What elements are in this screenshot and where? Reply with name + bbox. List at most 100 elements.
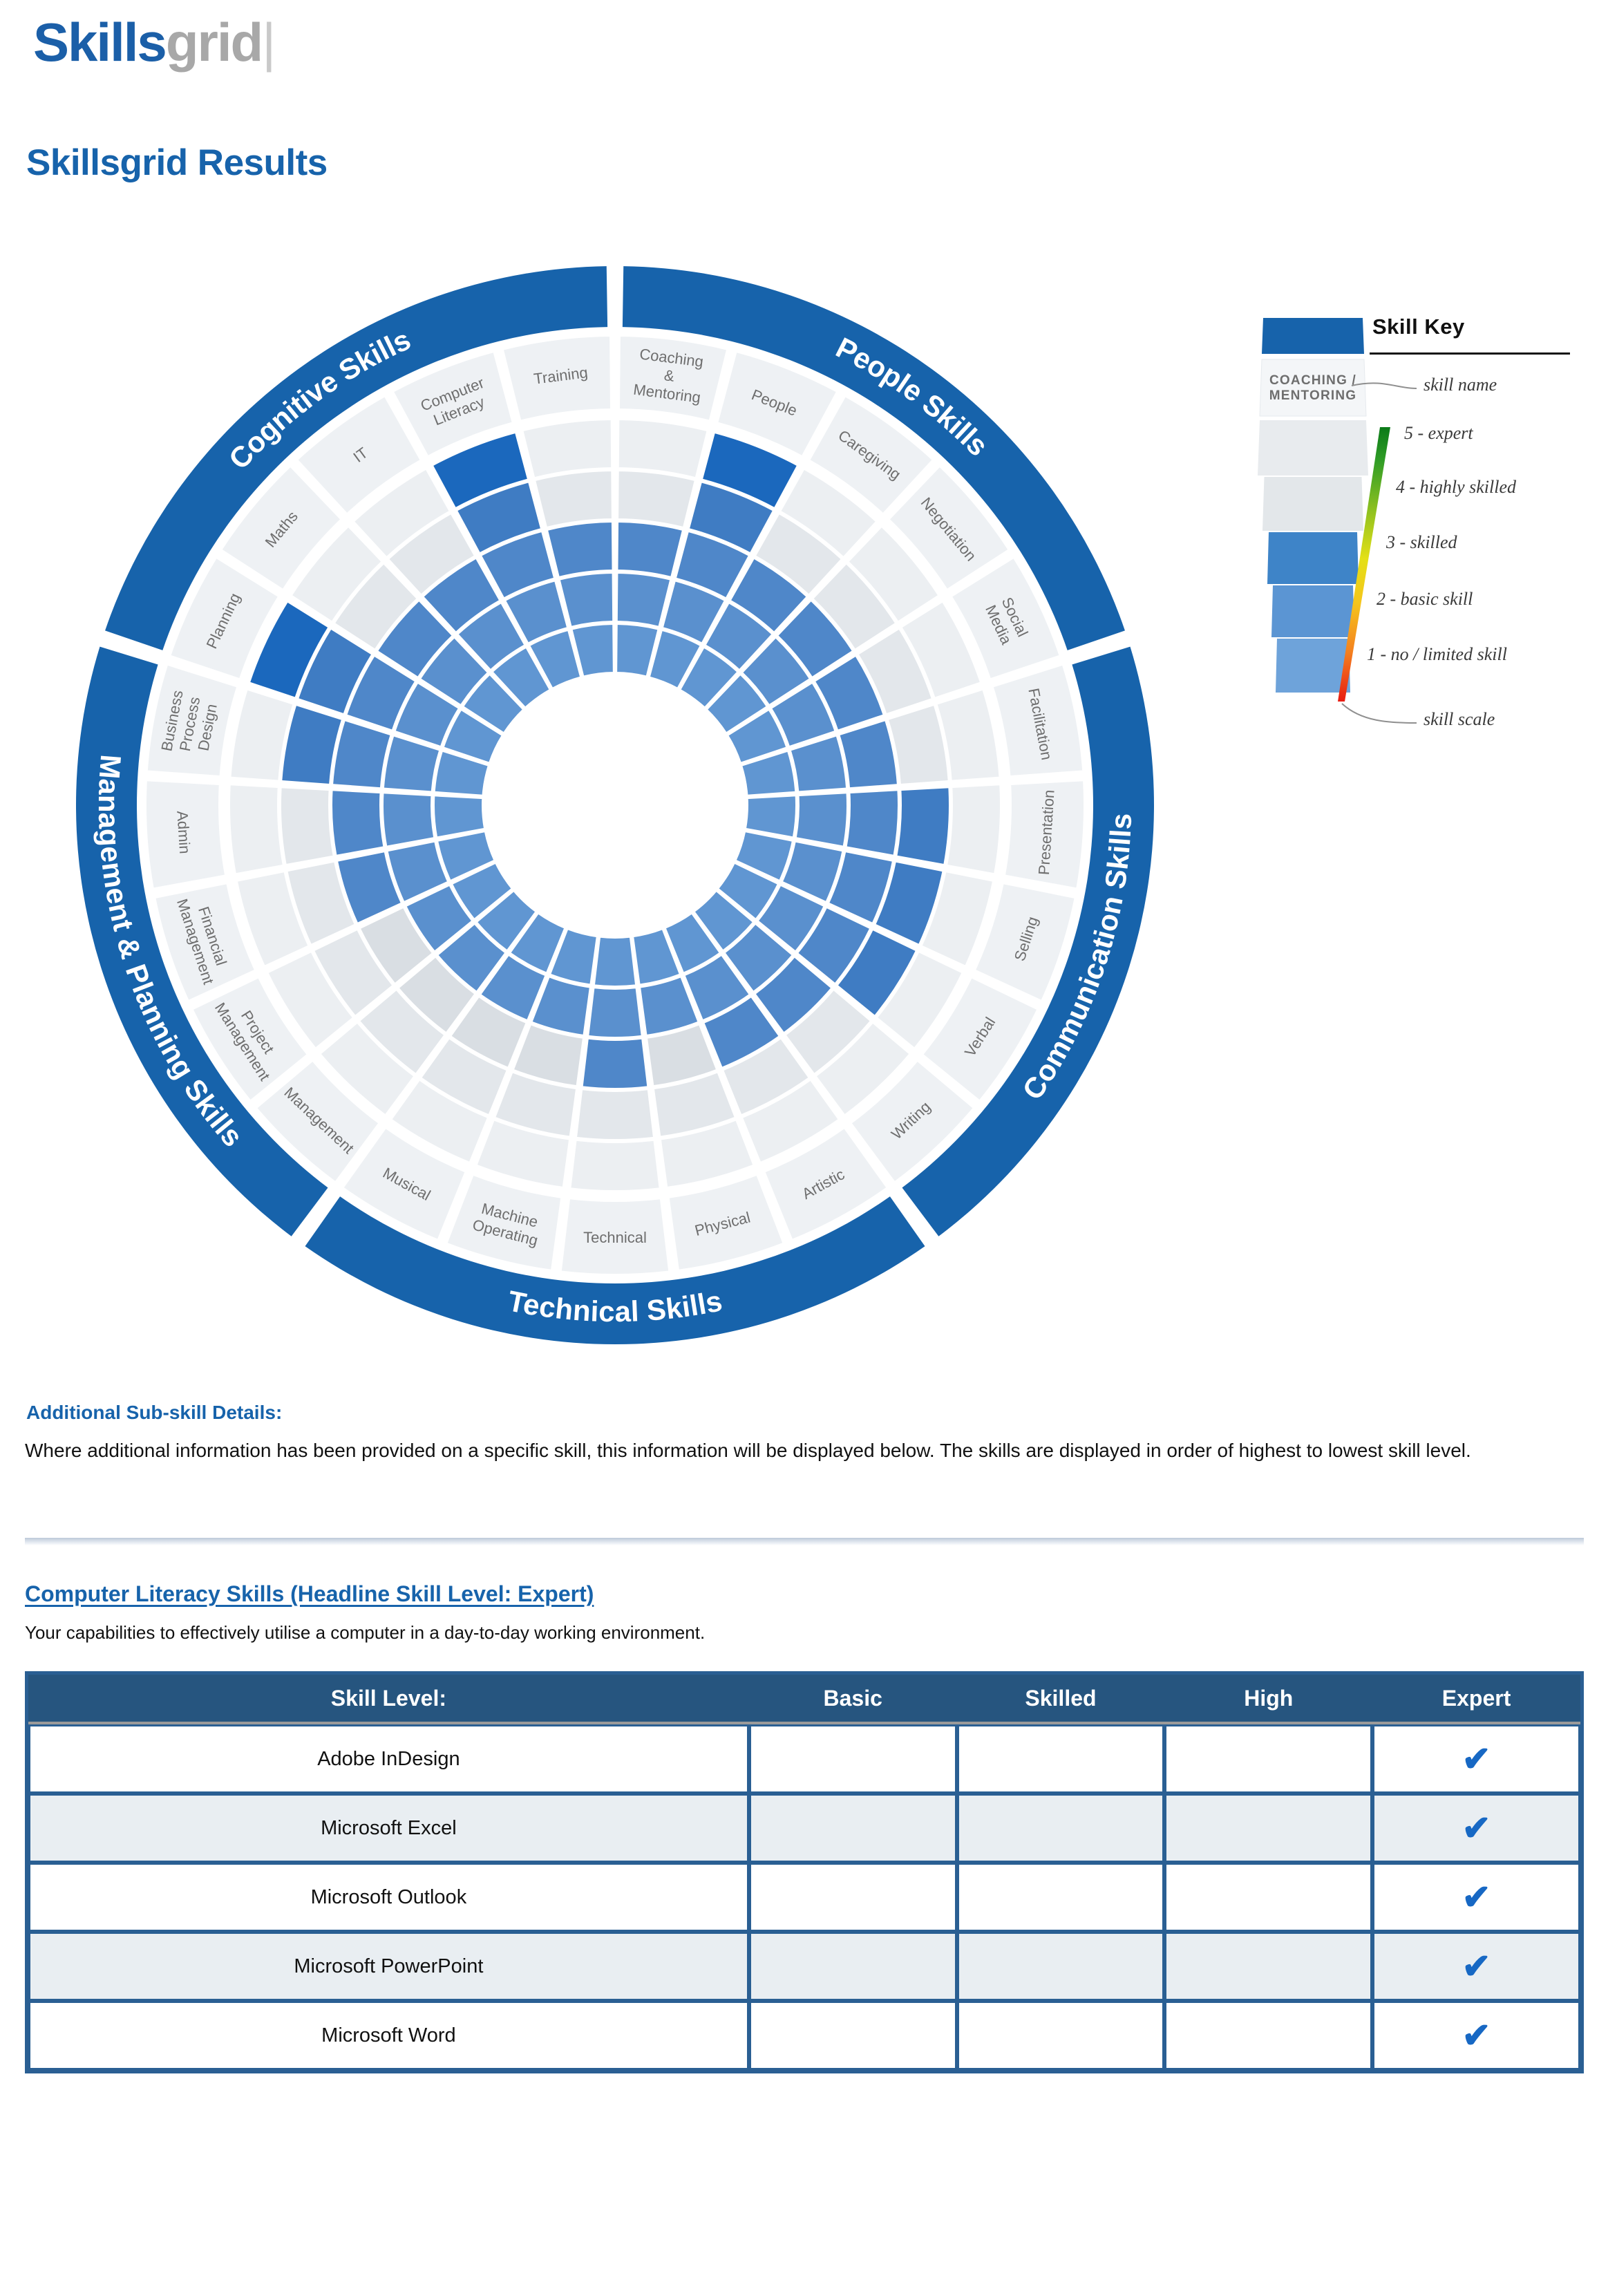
segment-coaching-mentoring-ring-2[interactable] [615, 571, 672, 629]
segment-machine-operating-ring-1[interactable] [548, 927, 599, 986]
segment-computer-literacy-label-tile[interactable] [390, 349, 515, 460]
segment-artistic-ring-2[interactable] [682, 953, 752, 1022]
segment-caregiving-ring-5[interactable] [778, 467, 878, 559]
segment-social-media-ring-5[interactable] [899, 599, 983, 700]
segment-training-ring-5[interactable] [521, 418, 614, 480]
segment-admin-ring-4[interactable] [279, 786, 335, 867]
table-cell-high[interactable] [1164, 1863, 1373, 1932]
segment-presentation-label-tile[interactable] [1002, 778, 1086, 891]
segment-physical-ring-1[interactable] [631, 927, 682, 986]
segment-presentation-ring-5[interactable] [945, 783, 1002, 876]
segment-coaching-mentoring-ring-4[interactable] [616, 469, 697, 529]
segment-verbal-ring-3[interactable] [795, 905, 872, 986]
segment-musical-ring-4[interactable] [419, 1036, 509, 1117]
segment-business-process-design-ring-2[interactable] [381, 733, 442, 793]
segment-artistic-ring-4[interactable] [721, 1036, 811, 1117]
table-cell-basic[interactable] [748, 1794, 957, 1863]
segment-computer-literacy-ring-1[interactable] [527, 628, 583, 690]
segment-facilitation-ring-5[interactable] [935, 688, 1001, 782]
segment-artistic-ring-1[interactable] [663, 911, 722, 975]
segment-physical-ring-3[interactable] [645, 1022, 719, 1088]
segment-facilitation-ring-1[interactable] [739, 749, 797, 797]
segment-musical-ring-2[interactable] [478, 953, 548, 1022]
table-cell-high[interactable] [1164, 1794, 1373, 1863]
segment-negotiation-ring-4[interactable] [811, 561, 898, 652]
segment-computer-literacy-ring-3[interactable] [479, 529, 556, 601]
segment-maths-ring-5[interactable] [289, 525, 384, 624]
segment-writing-label-tile[interactable] [848, 1057, 976, 1185]
segment-people-ring-2[interactable] [661, 578, 727, 646]
segment-writing-ring-2[interactable] [722, 921, 795, 994]
segment-caregiving-ring-3[interactable] [728, 556, 809, 634]
segment-musical-ring-3[interactable] [448, 995, 529, 1070]
segment-selling-ring-4[interactable] [873, 860, 945, 947]
segment-writing-ring-5[interactable] [813, 1020, 912, 1118]
segment-management-label-tile[interactable] [254, 1057, 382, 1185]
segment-computer-literacy-ring-2[interactable] [503, 578, 569, 646]
segment-training-ring-1[interactable] [570, 622, 615, 678]
segment-presentation-ring-2[interactable] [794, 791, 849, 848]
segment-financial-management-ring-2[interactable] [386, 840, 450, 904]
segment-coaching-mentoring-ring-1[interactable] [615, 622, 660, 678]
segment-machine-operating-ring-2[interactable] [529, 975, 592, 1037]
segment-admin-ring-1[interactable] [433, 794, 486, 839]
segment-project-management-ring-2[interactable] [404, 883, 475, 954]
table-cell-skilled[interactable] [956, 1724, 1165, 1794]
group-band-cognitive-skills[interactable] [105, 266, 608, 650]
segment-people-ring-3[interactable] [674, 529, 751, 601]
segment-admin-ring-3[interactable] [330, 789, 386, 858]
computer-literacy-section-heading[interactable]: Computer Literacy Skills (Headline Skill… [25, 1581, 594, 1606]
segment-artistic-label-tile[interactable] [762, 1125, 890, 1243]
segment-it-ring-1[interactable] [490, 646, 552, 710]
segment-negotiation-ring-2[interactable] [740, 635, 812, 707]
segment-negotiation-ring-5[interactable] [846, 525, 941, 624]
segment-training-ring-2[interactable] [558, 571, 615, 629]
segment-technical-ring-2[interactable] [587, 986, 643, 1039]
segment-admin-ring-5[interactable] [228, 783, 285, 876]
table-cell-high[interactable] [1164, 2001, 1373, 2070]
segment-caregiving-ring-4[interactable] [753, 511, 844, 597]
segment-verbal-ring-4[interactable] [835, 928, 918, 1018]
segment-presentation-ring-4[interactable] [895, 786, 951, 867]
segment-management-ring-2[interactable] [435, 921, 508, 994]
segment-caregiving-label-tile[interactable] [806, 393, 936, 517]
segment-verbal-ring-1[interactable] [716, 861, 780, 921]
segment-project-management-label-tile[interactable] [189, 975, 310, 1104]
segment-admin-ring-2[interactable] [381, 791, 436, 848]
segment-presentation-ring-3[interactable] [844, 789, 900, 858]
segment-it-ring-4[interactable] [386, 511, 477, 597]
segment-physical-ring-5[interactable] [659, 1118, 755, 1189]
segment-maths-label-tile[interactable] [218, 463, 344, 593]
segment-it-ring-3[interactable] [421, 556, 502, 634]
segment-people-ring-4[interactable] [687, 480, 775, 555]
segment-business-process-design-ring-1[interactable] [433, 749, 491, 797]
segment-technical-ring-4[interactable] [574, 1088, 656, 1141]
segment-planning-ring-3[interactable] [344, 654, 417, 733]
group-band-people-skills[interactable] [622, 266, 1125, 650]
segment-planning-ring-5[interactable] [247, 599, 331, 700]
segment-machine-operating-ring-3[interactable] [511, 1022, 585, 1088]
segment-verbal-label-tile[interactable] [920, 975, 1041, 1104]
segment-people-label-tile[interactable] [715, 349, 840, 460]
table-cell-expert[interactable]: ✔ [1372, 1863, 1580, 1932]
table-cell-skilled[interactable] [956, 1794, 1165, 1863]
segment-training-ring-3[interactable] [545, 520, 614, 579]
table-cell-basic[interactable] [748, 1724, 957, 1794]
segment-it-ring-2[interactable] [455, 601, 527, 672]
segment-project-management-ring-4[interactable] [312, 928, 395, 1018]
segment-business-process-design-ring-4[interactable] [280, 703, 344, 787]
segment-facilitation-ring-2[interactable] [788, 733, 849, 793]
table-cell-expert[interactable]: ✔ [1372, 1724, 1580, 1794]
segment-selling-ring-2[interactable] [780, 840, 844, 904]
segment-maths-ring-4[interactable] [332, 561, 419, 652]
segment-coaching-mentoring-label-tile[interactable] [616, 334, 730, 424]
segment-computer-literacy-ring-5[interactable] [431, 431, 530, 510]
segment-coaching-mentoring-ring-3[interactable] [616, 520, 685, 579]
segment-training-ring-4[interactable] [533, 469, 614, 529]
group-band-communication-skills[interactable] [902, 646, 1154, 1236]
segment-writing-ring-4[interactable] [783, 988, 873, 1076]
segment-selling-ring-1[interactable] [733, 829, 795, 883]
segment-planning-ring-1[interactable] [442, 708, 504, 765]
segment-management-ring-5[interactable] [318, 1020, 417, 1118]
segment-maths-ring-2[interactable] [418, 635, 490, 707]
